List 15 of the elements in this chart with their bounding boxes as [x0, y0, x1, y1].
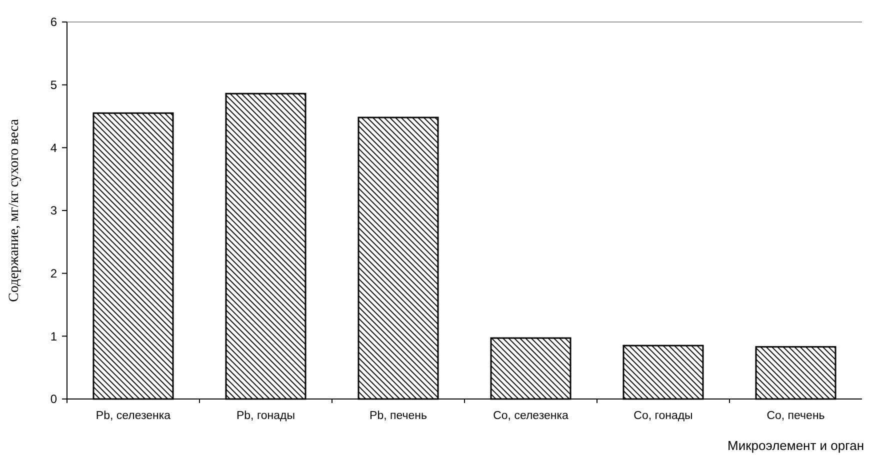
x-tick-label: Co, печень — [766, 410, 825, 422]
y-tick-label: 2 — [50, 266, 58, 281]
y-tick-label: 0 — [50, 392, 58, 406]
y-tick-label: 5 — [50, 78, 58, 92]
x-tick-label: Co, селезенка — [493, 410, 569, 422]
x-tick-label: Pb, селезенка — [96, 410, 172, 422]
y-axis-title: Содержание, мг/кг сухого веса — [7, 118, 22, 302]
y-tick-label: 4 — [50, 140, 58, 155]
x-tick-label: Pb, печень — [370, 410, 427, 422]
x-tick-label: Pb, гонады — [236, 410, 296, 422]
x-tick-label: Co, гонады — [634, 410, 693, 422]
y-tick-label: 1 — [50, 329, 58, 344]
y-tick-label: 6 — [50, 15, 58, 30]
x-axis-title: Микроэлемент и орган — [727, 438, 864, 453]
y-tick-label: 3 — [50, 204, 58, 218]
